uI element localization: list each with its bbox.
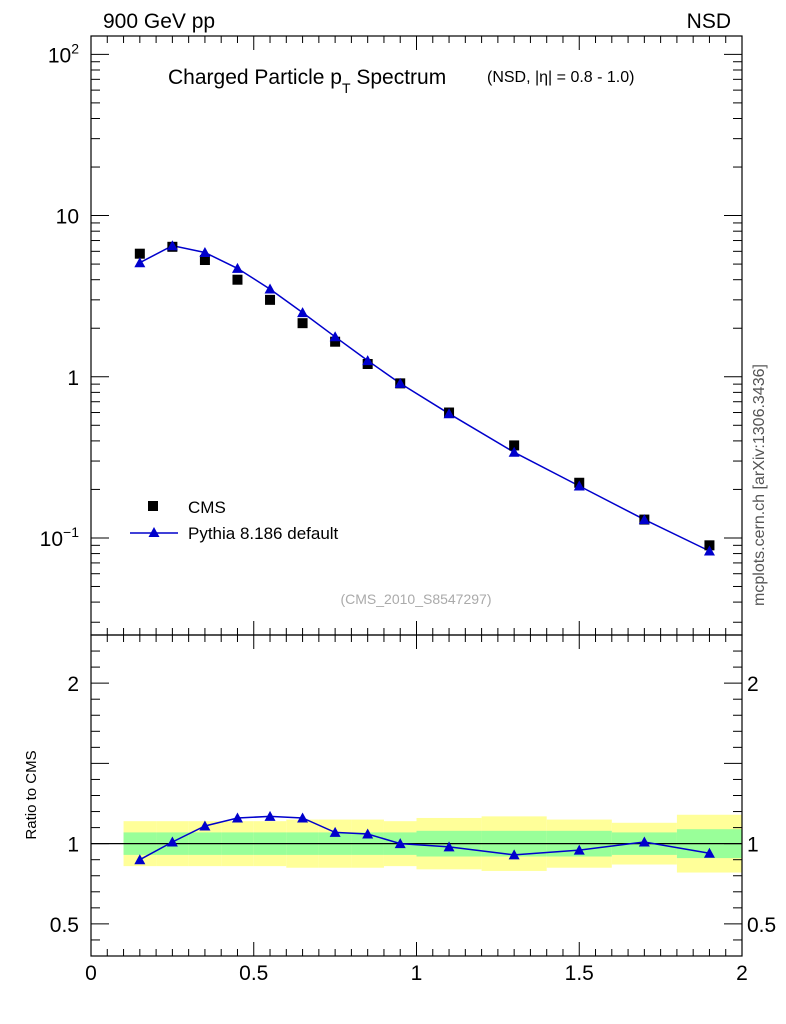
chart-title-tail: Spectrum: [351, 66, 447, 89]
pythia-point: [231, 262, 243, 273]
upper-axis-ticks: [90, 36, 743, 635]
y-tick-label-exponent: 2: [71, 40, 79, 56]
ratio-point: [443, 841, 455, 852]
ratio-y-tick-label-left: 1: [67, 834, 79, 857]
upper-frame: [90, 35, 743, 636]
pythia-point: [134, 257, 146, 268]
ratio-point: [573, 844, 585, 855]
chart-title: Charged Particle pT Spectrum: [168, 66, 446, 96]
energy-label: 900 GeV pp: [103, 10, 215, 33]
upper-data-layer: [134, 240, 715, 556]
pythia-point: [297, 307, 309, 318]
ratio-y-tick-label-left: 2: [67, 673, 79, 696]
analysis-tag: (CMS_2010_S8547297): [341, 591, 492, 607]
pythia-point: [394, 377, 406, 388]
pythia-point: [573, 480, 585, 491]
y-tick-label-base: 1: [67, 367, 79, 390]
lower-panel: 0.5 0.5 1 1 2 2 0 0.5 1 1.5 2 Ratio to CMS: [23, 634, 776, 985]
x-tick-label: 0: [85, 962, 97, 985]
ratio-point: [231, 812, 243, 823]
cms-data-point: [199, 255, 210, 266]
x-tick-label: 1: [411, 962, 423, 985]
lower-data-layer: [134, 810, 715, 865]
pythia-point: [362, 355, 374, 366]
chart-title-main: Charged Particle p: [168, 66, 342, 89]
y-tick-label: 10−1: [40, 524, 80, 551]
process-label: NSD: [687, 10, 731, 33]
legend: CMS Pythia 8.186 default: [130, 498, 339, 543]
pythia-point: [264, 283, 276, 294]
chart-title-subscript: T: [342, 80, 351, 96]
lower-axis-ticks: [90, 634, 743, 957]
cms-data-point: [704, 540, 715, 551]
ratio-axis-label: Ratio to CMS: [23, 750, 40, 839]
ratio-curve: [139, 815, 710, 861]
lower-y-tick-labels: 0.5 0.5 1 1 2 2: [50, 673, 776, 937]
y-tick-label-exponent: −1: [63, 524, 79, 540]
legend-label-cms: CMS: [188, 498, 226, 517]
ratio-y-tick-label-right: 1: [747, 834, 759, 857]
y-tick-label: 102: [48, 40, 79, 67]
ratio-point: [508, 849, 520, 860]
y-tick-label-base: 10: [56, 206, 79, 229]
ratio-point: [166, 836, 178, 847]
pythia-point: [443, 408, 455, 419]
ratio-y-tick-label-right: 0.5: [747, 914, 776, 937]
cms-data-point: [297, 318, 308, 329]
x-tick-labels: 0 0.5 1 1.5 2: [85, 962, 748, 985]
legend-label-pythia: Pythia 8.186 default: [188, 524, 339, 543]
cms-data-point: [330, 336, 341, 347]
ratio-point: [362, 828, 374, 839]
pythia-point: [703, 545, 715, 556]
ratio-y-tick-label-left: 0.5: [50, 914, 79, 937]
cms-data-point: [134, 248, 145, 259]
cms-data-point: [232, 274, 243, 285]
lower-frame: [90, 634, 743, 957]
pythia-point: [166, 240, 178, 251]
x-tick-label: 0.5: [239, 962, 268, 985]
pythia-point: [329, 331, 341, 342]
ratio-point: [329, 826, 341, 837]
ratio-y-tick-label-right: 2: [747, 673, 759, 696]
pythia-point: [638, 514, 650, 525]
cms-data-point: [509, 440, 520, 451]
y-tick-label: 10: [56, 206, 79, 229]
ratio-point: [703, 847, 715, 858]
ratio-point: [638, 836, 650, 847]
y-tick-label: 1: [67, 367, 79, 390]
pythia-curve: [139, 244, 710, 552]
ratio-point: [199, 820, 211, 831]
x-tick-label: 1.5: [565, 962, 594, 985]
ratio-point: [264, 810, 276, 821]
cms-data-point: [265, 294, 276, 305]
ratio-point: [134, 854, 146, 865]
y-tick-label-base: 10: [48, 44, 71, 67]
y-tick-label-base: 10: [40, 528, 63, 551]
legend-marker-pythia: [148, 527, 160, 537]
source-side-label: mcplots.cern.ch [arXiv:1306.3436]: [751, 364, 768, 606]
pythia-point: [199, 246, 211, 257]
ratio-point: [297, 812, 309, 823]
chart-title-note: (NSD, |η| = 0.8 - 1.0): [487, 69, 634, 86]
legend-marker-cms: [148, 501, 158, 511]
x-tick-label: 2: [736, 962, 748, 985]
pythia-point: [508, 446, 520, 457]
ratio-point: [394, 838, 406, 849]
